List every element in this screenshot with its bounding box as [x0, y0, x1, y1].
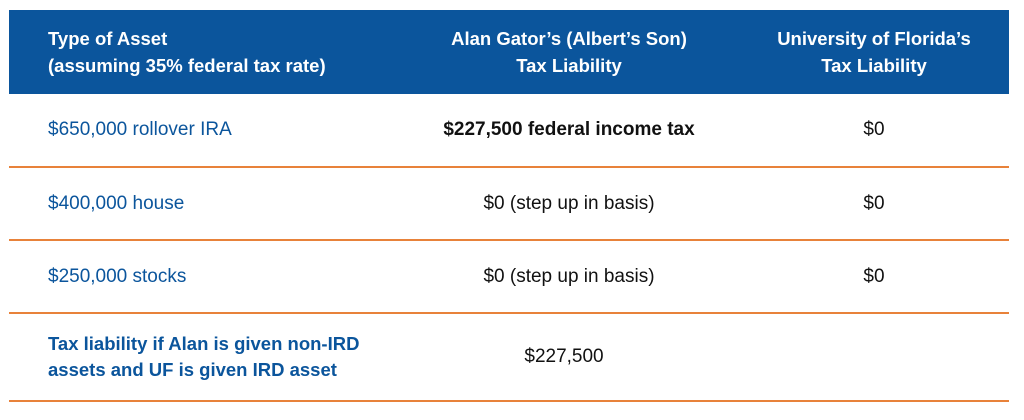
table-row: $250,000 stocks $0 (step up in basis) $0	[9, 241, 1009, 314]
header-uf-tax-liability-label: University of Florida’s Tax Liability	[777, 28, 971, 76]
asset-cell: $400,000 house	[48, 192, 185, 214]
table-header: Type of Asset (assuming 35% federal tax …	[9, 10, 1009, 94]
alan-liability-cell: $227,500 federal income tax	[443, 119, 695, 140]
uf-liability-cell: $0	[863, 265, 885, 287]
table-row: $400,000 house $0 (step up in basis) $0	[9, 168, 1009, 241]
alan-liability-cell: $0 (step up in basis)	[483, 192, 655, 214]
table-row: $650,000 rollover IRA $227,500 federal i…	[9, 94, 1009, 168]
header-alan-tax-liability-label: Alan Gator’s (Albert’s Son) Tax Liabilit…	[451, 28, 687, 76]
tax-liability-table: Type of Asset (assuming 35% federal tax …	[9, 10, 1009, 402]
uf-liability-cell: $0	[863, 192, 885, 214]
header-type-of-asset-label: Type of Asset (assuming 35% federal tax …	[48, 28, 326, 76]
summary-label: Tax liability if Alan is given non-IRD a…	[48, 333, 360, 380]
summary-label-cell: Tax liability if Alan is given non-IRD a…	[9, 331, 399, 383]
summary-row: Tax liability if Alan is given non-IRD a…	[9, 314, 1009, 402]
header-type-of-asset: Type of Asset (assuming 35% federal tax …	[9, 10, 399, 94]
asset-cell: $650,000 rollover IRA	[48, 119, 232, 140]
header-uf-tax-liability: University of Florida’s Tax Liability	[739, 10, 1009, 94]
uf-liability-cell: $0	[863, 119, 885, 140]
header-alan-tax-liability: Alan Gator’s (Albert’s Son) Tax Liabilit…	[399, 10, 739, 94]
alan-liability-cell: $0 (step up in basis)	[483, 265, 655, 287]
summary-value-cell: $227,500	[524, 346, 604, 367]
asset-cell: $250,000 stocks	[48, 265, 187, 287]
